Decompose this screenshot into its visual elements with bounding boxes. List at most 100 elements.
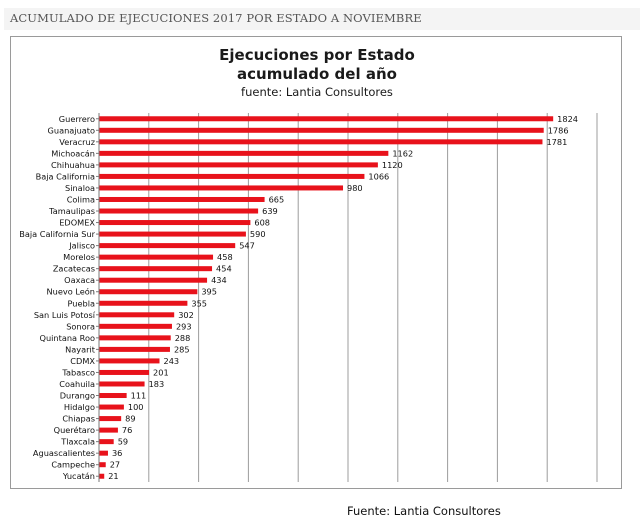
category-label: Oaxaca: [64, 275, 95, 285]
bar: [99, 323, 172, 329]
bar: [99, 231, 246, 237]
category-label: Baja California Sur: [19, 229, 95, 239]
data-label: 100: [128, 402, 144, 412]
bar: [99, 450, 108, 456]
data-label: 454: [216, 264, 232, 274]
category-label: Jalisco: [68, 241, 95, 251]
bar: [99, 127, 544, 133]
category-label: San Luis Potosí: [34, 310, 96, 320]
data-label: 1781: [546, 137, 567, 147]
data-label: 434: [211, 275, 227, 285]
data-label: 76: [122, 425, 132, 435]
bar: [99, 335, 171, 341]
chart-title: Ejecuciones por Estado: [219, 46, 415, 64]
data-label: 21: [108, 471, 118, 481]
category-label: Coahuila: [59, 379, 95, 389]
bar: [99, 243, 236, 249]
bar: [99, 416, 122, 422]
bar: [99, 220, 251, 226]
bar: [99, 300, 188, 306]
category-label: Chiapas: [62, 414, 95, 424]
data-label: 980: [347, 183, 363, 193]
bar: [99, 439, 114, 445]
bar: [99, 369, 150, 375]
data-label: 36: [112, 448, 122, 458]
data-label: 89: [125, 414, 135, 424]
data-label: 183: [149, 379, 165, 389]
bar: [99, 289, 198, 295]
data-label: 639: [262, 206, 278, 216]
bar: [99, 185, 344, 191]
bar: [99, 254, 214, 260]
bar: [99, 139, 543, 145]
category-label: Tabasco: [61, 367, 95, 377]
data-label: 293: [176, 321, 192, 331]
data-label: 243: [164, 356, 180, 366]
bar: [99, 381, 145, 387]
chart-subtitle: acumulado del año: [237, 65, 397, 83]
category-label: Yucatán: [62, 471, 95, 481]
bar: [99, 277, 208, 283]
category-label: Sonora: [66, 321, 95, 331]
bar: [99, 346, 170, 352]
category-label: Tlaxcala: [60, 437, 95, 447]
data-label: 547: [239, 241, 255, 251]
bar: [99, 404, 124, 410]
category-label: Zacatecas: [53, 264, 95, 274]
bar: [99, 196, 265, 202]
category-label: Nayarit: [65, 344, 96, 354]
data-label: 458: [217, 252, 233, 262]
bar: [99, 116, 554, 122]
data-label: 201: [153, 367, 169, 377]
bar: [99, 358, 160, 364]
category-label: Guanajuato: [48, 125, 95, 135]
data-label: 608: [254, 218, 270, 228]
data-label: 111: [131, 391, 147, 401]
bar: [99, 473, 105, 479]
bar: [99, 393, 127, 399]
category-label: Campeche: [51, 460, 95, 470]
category-label: Colima: [67, 194, 95, 204]
bar: [99, 150, 389, 156]
data-label: 1162: [392, 148, 413, 158]
category-label: Veracruz: [59, 137, 95, 147]
bar: [99, 427, 118, 433]
data-label: 59: [118, 437, 128, 447]
category-label: Quintana Roo: [40, 333, 95, 343]
bar-chart: Guerrero 1824 Guanajuato 1786 Veracruz 1781 Mi…: [19, 113, 598, 482]
bar: [99, 162, 378, 168]
data-label: 1824: [557, 114, 578, 124]
data-label: 590: [250, 229, 266, 239]
bar: [99, 208, 259, 214]
page-header-title: ACUMULADO DE EJECUCIONES 2017 POR ESTADO…: [10, 11, 422, 25]
data-label: 285: [174, 344, 190, 354]
page-header: ACUMULADO DE EJECUCIONES 2017 POR ESTADO…: [4, 8, 640, 30]
data-label: 665: [269, 194, 285, 204]
category-label: Hidalgo: [64, 402, 95, 412]
bar: [99, 462, 106, 468]
data-label: 355: [191, 298, 207, 308]
bar: [99, 312, 175, 318]
data-label: 395: [201, 287, 217, 297]
chart-frame: Ejecuciones por Estado acumulado del año…: [10, 36, 622, 489]
category-label: EDOMEX: [59, 218, 95, 228]
category-label: Aguascalientes: [33, 448, 95, 458]
data-label: 288: [175, 333, 191, 343]
category-label: Durango: [60, 391, 95, 401]
data-label: 1786: [548, 125, 569, 135]
category-label: Chihuahua: [51, 160, 95, 170]
data-label: 1066: [368, 171, 389, 181]
data-label: 302: [178, 310, 194, 320]
category-label: Puebla: [67, 298, 95, 308]
category-label: Nuevo León: [47, 287, 95, 297]
data-label: 27: [110, 460, 120, 470]
chart-source-subtitle: fuente: Lantia Consultores: [241, 85, 393, 99]
category-label: Guerrero: [59, 114, 95, 124]
category-label: Baja California: [36, 171, 95, 181]
data-label: 1120: [382, 160, 403, 170]
category-label: Tamaulipas: [48, 206, 95, 216]
category-label: Michoacán: [51, 148, 95, 158]
category-label: Sinaloa: [65, 183, 95, 193]
category-label: Morelos: [63, 252, 95, 262]
bar: [99, 173, 365, 179]
